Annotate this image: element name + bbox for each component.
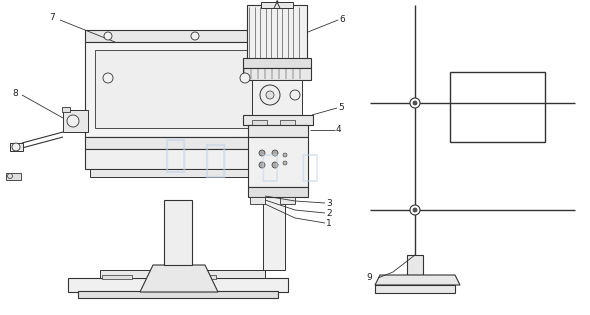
Bar — [252, 120, 267, 126]
Bar — [263, 30, 285, 270]
Bar — [280, 120, 295, 126]
Circle shape — [266, 91, 274, 99]
Bar — [68, 278, 288, 292]
Text: 4: 4 — [336, 125, 342, 135]
Circle shape — [259, 162, 265, 168]
Bar — [243, 58, 311, 68]
Bar — [102, 275, 132, 279]
Circle shape — [283, 161, 287, 165]
Bar — [280, 197, 295, 204]
Text: 3: 3 — [326, 198, 332, 208]
Bar — [95, 50, 265, 128]
Circle shape — [260, 85, 280, 105]
Circle shape — [8, 174, 12, 179]
Text: 1: 1 — [326, 219, 332, 227]
Bar — [185, 270, 265, 278]
Bar — [100, 270, 180, 278]
Bar — [63, 110, 88, 132]
Text: 7: 7 — [49, 14, 55, 22]
Text: 6: 6 — [339, 14, 345, 24]
Bar — [243, 68, 311, 80]
Bar — [186, 275, 216, 279]
Circle shape — [272, 162, 278, 168]
Bar — [62, 107, 70, 112]
Bar — [248, 187, 308, 197]
Text: 8: 8 — [12, 89, 18, 98]
Circle shape — [283, 153, 287, 157]
Bar — [247, 5, 307, 60]
Bar — [250, 197, 265, 204]
Circle shape — [259, 150, 265, 156]
Bar — [6, 173, 21, 180]
Text: 诺: 诺 — [204, 141, 227, 179]
Bar — [78, 291, 278, 298]
Text: 9: 9 — [366, 273, 372, 283]
Circle shape — [410, 98, 420, 108]
Circle shape — [410, 205, 420, 215]
Bar — [252, 80, 302, 115]
Circle shape — [191, 32, 199, 40]
Circle shape — [413, 208, 417, 212]
Bar — [85, 149, 275, 169]
Bar — [164, 200, 192, 265]
Text: 2: 2 — [326, 209, 332, 217]
Circle shape — [413, 101, 417, 105]
Text: 机: 机 — [261, 153, 279, 182]
Circle shape — [12, 143, 20, 151]
Bar — [375, 285, 455, 293]
Bar — [407, 255, 423, 275]
Bar — [248, 137, 308, 187]
Bar — [261, 2, 293, 8]
Circle shape — [240, 73, 250, 83]
Bar — [90, 169, 270, 177]
Bar — [85, 42, 275, 137]
Bar — [450, 72, 545, 142]
Circle shape — [272, 150, 278, 156]
Circle shape — [290, 90, 300, 100]
Text: 百: 百 — [163, 136, 186, 174]
Text: 械: 械 — [301, 153, 319, 182]
Bar — [10, 143, 23, 151]
Bar — [85, 30, 275, 42]
Bar — [243, 115, 313, 125]
Text: 5: 5 — [338, 102, 344, 112]
Polygon shape — [375, 275, 460, 285]
Circle shape — [67, 115, 79, 127]
Circle shape — [104, 32, 112, 40]
Polygon shape — [140, 265, 218, 292]
Circle shape — [103, 73, 113, 83]
Bar — [85, 137, 275, 149]
Bar — [248, 125, 308, 137]
